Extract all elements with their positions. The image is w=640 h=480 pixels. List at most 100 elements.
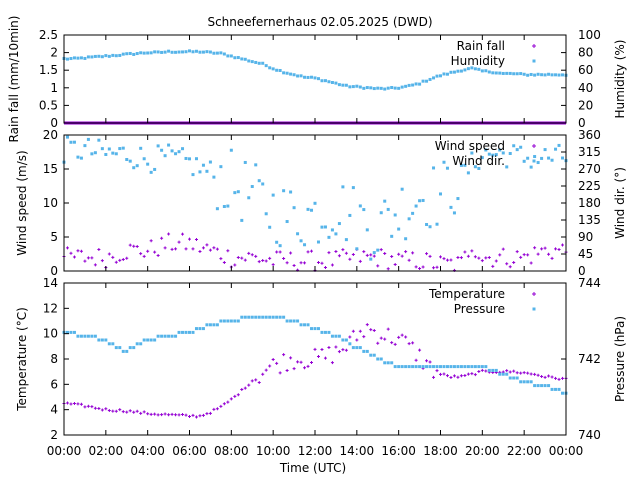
data-point (128, 409, 132, 413)
data-point (459, 365, 463, 369)
right-tick-label: 225 (578, 179, 601, 193)
data-point (282, 353, 286, 357)
data-point (383, 199, 387, 203)
data-point (456, 69, 460, 73)
data-point (128, 51, 132, 55)
data-point (306, 250, 310, 254)
data-point (222, 204, 226, 208)
data-point (86, 404, 90, 408)
data-point (425, 359, 429, 363)
data-point (69, 140, 73, 144)
data-point (439, 372, 442, 376)
data-point (153, 412, 157, 416)
data-point (201, 246, 205, 250)
data-point (330, 263, 334, 267)
data-point (414, 265, 418, 269)
data-point (540, 374, 544, 378)
data-point (323, 79, 327, 83)
data-point (83, 144, 87, 148)
data-point (271, 357, 275, 361)
data-point (526, 380, 530, 384)
data-point (69, 402, 73, 406)
data-point (132, 346, 136, 350)
data-point (494, 368, 498, 372)
data-point (268, 256, 272, 260)
left-tick-label: 8 (50, 352, 58, 366)
right-tick-label: 360 (578, 128, 601, 142)
data-point (100, 147, 104, 151)
data-point (393, 263, 397, 267)
legend-marker (532, 44, 536, 48)
data-point (452, 365, 456, 369)
data-point (104, 54, 108, 58)
data-point (561, 376, 565, 380)
data-point (554, 73, 558, 77)
data-point (282, 256, 286, 260)
data-point (508, 376, 512, 380)
data-point (299, 360, 303, 364)
data-point (540, 73, 544, 77)
left-tick-label: 14 (43, 276, 58, 290)
data-point (435, 369, 439, 373)
data-point (111, 342, 115, 346)
data-point (313, 327, 317, 331)
data-point (104, 153, 108, 157)
data-point (390, 86, 394, 90)
data-point (505, 71, 509, 75)
right-axis-title: Humidity (%) (613, 40, 627, 119)
data-point (243, 386, 247, 390)
data-point (188, 330, 191, 334)
data-point (125, 52, 129, 56)
x-tick-label: 00:00 (549, 444, 584, 458)
data-point (547, 374, 551, 378)
data-point (386, 327, 390, 331)
data-point (470, 151, 474, 155)
data-point (201, 50, 205, 54)
left-tick-label: 2 (50, 428, 58, 442)
data-point (390, 254, 394, 258)
data-point (505, 369, 509, 373)
data-point (236, 190, 240, 194)
data-point (132, 410, 136, 414)
data-point (205, 412, 209, 416)
data-point (414, 365, 418, 369)
data-point (487, 152, 491, 156)
data-point (404, 84, 408, 88)
data-point (355, 84, 359, 88)
data-point (550, 375, 554, 379)
data-point (344, 83, 348, 87)
right-tick-label: 742 (578, 352, 601, 366)
data-point (194, 49, 198, 53)
data-point (247, 251, 251, 255)
left-tick-label: 0 (50, 116, 58, 130)
data-point (139, 342, 143, 346)
data-point (278, 68, 282, 72)
x-tick-label: 18:00 (423, 444, 458, 458)
data-point (121, 410, 125, 414)
data-point (254, 163, 258, 167)
data-point (135, 164, 139, 168)
data-point (289, 72, 293, 76)
data-point (348, 213, 352, 217)
data-point (452, 374, 456, 378)
data-point (432, 266, 436, 270)
data-point (170, 412, 174, 416)
series-layer (62, 135, 568, 272)
data-point (393, 365, 397, 369)
data-point (529, 261, 533, 265)
data-point (139, 51, 143, 55)
data-point (264, 368, 268, 372)
data-point (501, 372, 505, 376)
data-point (205, 323, 209, 327)
data-point (449, 365, 453, 369)
data-point (369, 257, 373, 261)
data-point (114, 409, 118, 413)
data-point (341, 185, 345, 189)
data-point (282, 71, 286, 75)
data-point (118, 53, 122, 57)
data-point (400, 365, 404, 369)
data-point (97, 248, 101, 252)
data-point (327, 346, 331, 350)
data-point (191, 50, 195, 54)
data-point (459, 256, 463, 260)
